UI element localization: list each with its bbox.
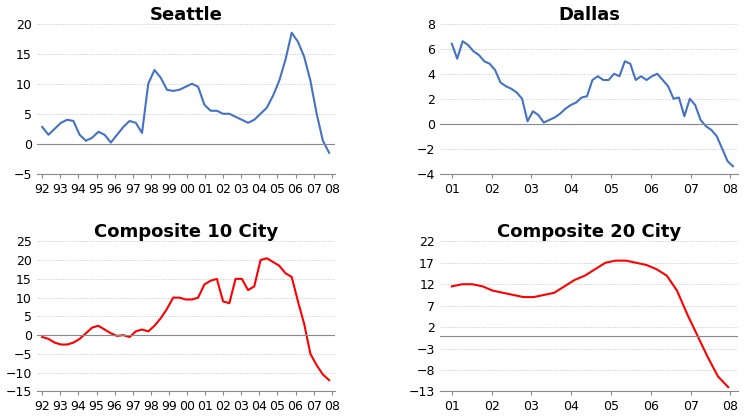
Title: Composite 20 City: Composite 20 City	[497, 223, 681, 241]
Title: Dallas: Dallas	[558, 5, 620, 23]
Title: Composite 10 City: Composite 10 City	[94, 223, 278, 241]
Title: Seattle: Seattle	[150, 5, 223, 23]
